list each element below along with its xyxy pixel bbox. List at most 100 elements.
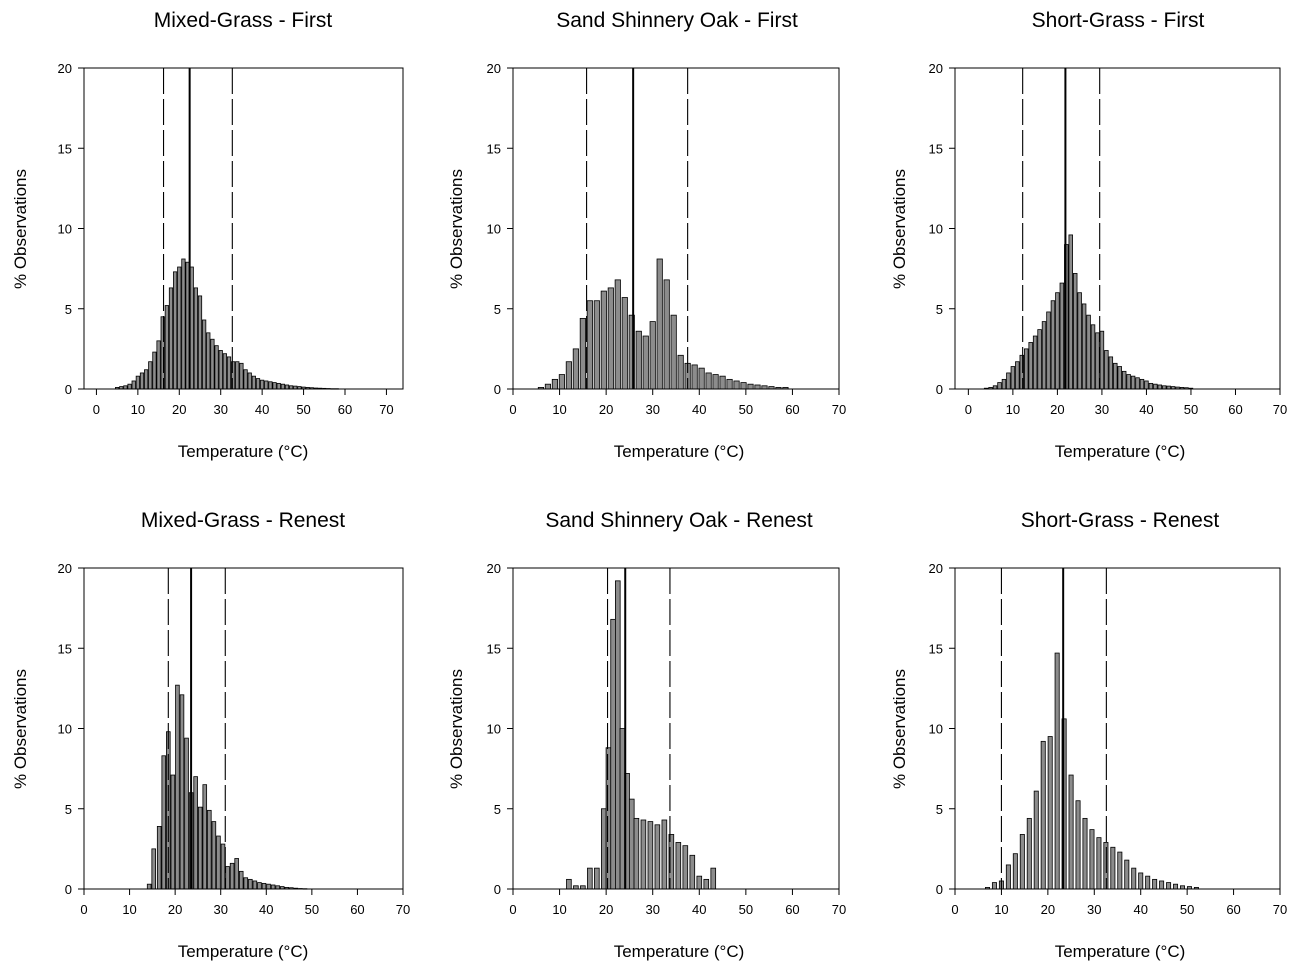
bar xyxy=(1041,321,1047,390)
bar xyxy=(691,364,698,390)
bar xyxy=(696,875,703,890)
x-tick-label: 30 xyxy=(1095,402,1109,417)
y-tick-label: 15 xyxy=(58,141,72,156)
bar xyxy=(243,877,249,890)
x-tick-label: 40 xyxy=(1133,902,1147,917)
bar xyxy=(218,350,223,390)
bar xyxy=(161,755,167,890)
bar xyxy=(214,345,219,390)
x-tick-label: 0 xyxy=(93,402,100,417)
bar xyxy=(193,776,198,890)
bar xyxy=(248,878,253,890)
chart-title: Short-Grass - Renest xyxy=(1021,509,1220,532)
chart-title: Sand Shinnery Oak - First xyxy=(556,9,798,32)
plot-area-4: 0 5 10 15 20 0 10 20 30 40 50 60 70 xyxy=(487,561,847,917)
bar xyxy=(565,361,572,390)
bar xyxy=(1099,330,1105,390)
bar xyxy=(1059,282,1065,390)
y-tick-label: 0 xyxy=(65,382,72,397)
x-tick-label: 10 xyxy=(994,902,1008,917)
bar xyxy=(1075,800,1081,890)
bar xyxy=(280,383,285,390)
x-axis-label: Temperature (°C) xyxy=(1055,942,1186,961)
bar xyxy=(1081,303,1087,390)
bar xyxy=(144,369,149,390)
bar xyxy=(587,867,593,890)
bar xyxy=(268,381,273,390)
bar xyxy=(551,378,558,390)
x-axis-label: Temperature (°C) xyxy=(178,942,309,961)
x-tick-label: 30 xyxy=(645,902,659,917)
y-tick-label: 10 xyxy=(487,222,501,237)
bar xyxy=(276,382,281,390)
x-tick-label: 30 xyxy=(1087,902,1101,917)
x-tick-label: 20 xyxy=(599,402,613,417)
x-tick-label: 60 xyxy=(1228,402,1242,417)
bar xyxy=(255,378,261,390)
bar xyxy=(1096,837,1102,890)
bar xyxy=(1010,366,1016,390)
bar xyxy=(156,826,162,890)
plot-area-2: 0 5 10 15 20 0 10 20 30 40 50 60 70 xyxy=(929,61,1288,417)
plot-frame xyxy=(954,67,1281,390)
y-tick-label: 0 xyxy=(65,882,72,897)
x-tick-label: 50 xyxy=(296,402,310,417)
x-tick-label: 0 xyxy=(80,902,87,917)
x-tick-label: 70 xyxy=(832,402,846,417)
bar xyxy=(284,384,290,390)
bar xyxy=(202,784,208,890)
bar xyxy=(135,375,140,390)
bar xyxy=(207,809,212,890)
bar xyxy=(558,374,565,390)
panel-short-grass-first: Short-Grass - First Temperature (°C) % O… xyxy=(890,9,1204,461)
x-tick-label: 50 xyxy=(739,902,753,917)
x-tick-label: 20 xyxy=(172,402,186,417)
x-tick-label: 10 xyxy=(552,402,566,417)
bar xyxy=(202,319,207,390)
bar xyxy=(1012,853,1018,890)
x-tick-label: 0 xyxy=(509,402,516,417)
bar xyxy=(1138,872,1144,890)
x-tick-label: 40 xyxy=(692,902,706,917)
bar xyxy=(272,382,277,390)
bar xyxy=(663,279,670,390)
x-tick-label: 30 xyxy=(213,402,227,417)
bar xyxy=(698,367,705,390)
bar xyxy=(1166,882,1172,890)
bar xyxy=(1077,292,1082,390)
x-tick-label: 40 xyxy=(692,402,706,417)
bar xyxy=(654,824,661,890)
bar xyxy=(1113,362,1118,390)
x-tick-label: 40 xyxy=(1139,402,1153,417)
bar xyxy=(139,372,145,390)
y-tick-label: 15 xyxy=(58,641,72,656)
bar xyxy=(740,382,747,390)
bar xyxy=(1110,846,1116,890)
x-tick-label: 60 xyxy=(785,902,799,917)
bar xyxy=(1015,361,1020,390)
bar xyxy=(1145,875,1151,890)
bar xyxy=(703,878,710,890)
bar xyxy=(1032,335,1038,390)
bar xyxy=(239,362,244,390)
y-tick-label: 10 xyxy=(487,722,501,737)
bar xyxy=(647,821,654,890)
bar xyxy=(593,300,600,390)
bar xyxy=(238,870,244,890)
plot-area-3: 0 5 10 15 20 0 10 20 30 40 50 60 70 xyxy=(58,561,411,917)
bar xyxy=(257,882,262,890)
bar xyxy=(261,882,267,890)
bar xyxy=(579,317,586,390)
bar xyxy=(610,618,616,890)
panel-mixed-grass-first: Mixed-Grass - First Temperature (°C) % O… xyxy=(11,9,332,461)
bar xyxy=(689,854,696,890)
x-tick-label: 70 xyxy=(379,402,393,417)
x-tick-label: 50 xyxy=(1184,402,1198,417)
bar xyxy=(270,884,276,890)
x-axis-label: Temperature (°C) xyxy=(178,442,309,461)
bar xyxy=(193,287,198,390)
bar xyxy=(1152,878,1158,890)
bar xyxy=(264,380,269,390)
bar xyxy=(1159,880,1165,890)
bar xyxy=(656,258,663,390)
